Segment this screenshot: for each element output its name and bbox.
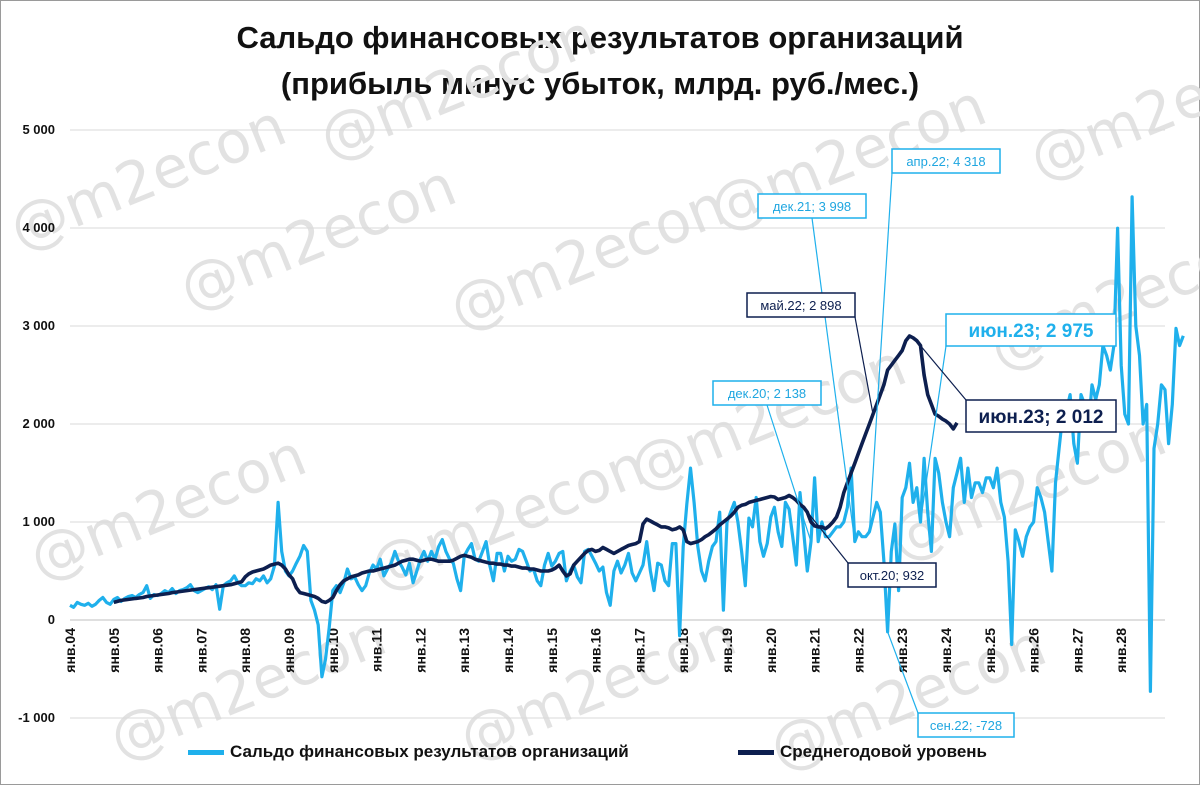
annotation-leader xyxy=(919,345,947,523)
annotation-leader xyxy=(766,404,812,542)
chart-title-line2: (прибыль минус убыток, млрд. руб./мес.) xyxy=(280,66,920,101)
x-tick-label: янв.04 xyxy=(62,628,78,673)
x-tick-label: янв.26 xyxy=(1026,628,1042,673)
legend-item-series1: Сальдо финансовых результатов организаци… xyxy=(188,742,629,762)
x-tick-label: янв.18 xyxy=(675,628,691,673)
x-tick-label: янв.07 xyxy=(193,628,209,673)
legend-swatch-series1 xyxy=(188,749,224,755)
annotation-box xyxy=(712,380,822,406)
legend-swatch-series2 xyxy=(738,749,774,755)
watermark-text: @m2econ xyxy=(440,171,735,343)
annotation-box xyxy=(757,193,867,219)
annotation-label: окт.20; 932 xyxy=(860,568,925,583)
annotation-box xyxy=(891,148,1001,174)
y-tick-label: -1 000 xyxy=(18,710,55,725)
annotation-label: дек.21; 3 998 xyxy=(773,199,851,214)
watermark-text: @m2econ xyxy=(360,431,655,603)
annotation-leader xyxy=(811,217,856,542)
watermark-text: @m2econ xyxy=(1020,21,1200,193)
x-tick-label: янв.11 xyxy=(369,628,385,672)
x-tick-label: янв.28 xyxy=(1113,628,1129,673)
watermark-text: @m2econ xyxy=(310,1,605,173)
x-tick-label: янв.13 xyxy=(456,628,472,673)
series-line-1 xyxy=(69,195,1185,693)
legend-label-series1: Сальдо финансовых результатов организаци… xyxy=(230,742,629,761)
watermark-text: @m2econ xyxy=(980,211,1200,383)
x-tick-label: янв.12 xyxy=(412,628,428,673)
x-tick-label: янв.21 xyxy=(807,628,823,673)
y-tick-label: 0 xyxy=(48,612,55,627)
x-tick-label: янв.17 xyxy=(631,628,647,673)
x-tick-label: янв.27 xyxy=(1069,628,1085,673)
annotation-label: июн.23; 2 012 xyxy=(979,407,1104,428)
annotation-label: сен.22; -728 xyxy=(930,718,1002,733)
x-tick-label: янв.15 xyxy=(544,628,560,673)
annotation-leader xyxy=(887,631,919,714)
x-tick-label: янв.14 xyxy=(500,628,516,673)
y-tick-label: 3 000 xyxy=(22,318,55,333)
x-tick-label: янв.23 xyxy=(894,628,910,673)
annotation-leader xyxy=(868,172,893,532)
annotation-box xyxy=(965,399,1117,433)
x-tick-label: янв.20 xyxy=(763,628,779,673)
y-tick-label: 5 000 xyxy=(22,122,55,137)
x-tick-label: янв.05 xyxy=(106,628,122,673)
annotation-box xyxy=(945,313,1117,347)
x-tick-label: янв.24 xyxy=(938,628,954,673)
annotation-box xyxy=(847,562,937,588)
annotation-leader xyxy=(803,506,849,564)
watermark-text: @m2econ xyxy=(20,421,315,593)
x-tick-label: янв.09 xyxy=(281,628,297,673)
series-line-2 xyxy=(113,334,959,605)
annotation-label: апр.22; 4 318 xyxy=(906,154,985,169)
annotation-leader xyxy=(919,345,967,401)
y-tick-label: 2 000 xyxy=(22,416,55,431)
x-tick-label: янв.16 xyxy=(588,628,604,673)
legend-label-series2: Среднегодовой уровень xyxy=(780,742,988,761)
x-tick-label: янв.25 xyxy=(982,628,998,673)
x-tick-label: янв.22 xyxy=(850,628,866,673)
annotation-leader xyxy=(854,316,874,415)
legend-item-series2: Среднегодовой уровень xyxy=(738,742,987,762)
y-tick-label: 1 000 xyxy=(22,514,55,529)
x-tick-label: янв.19 xyxy=(719,628,735,673)
x-tick-label: янв.06 xyxy=(150,628,166,673)
annotation-box xyxy=(746,292,856,318)
y-tick-label: 4 000 xyxy=(22,220,55,235)
annotation-label: май.22; 2 898 xyxy=(760,298,841,313)
x-tick-label: янв.08 xyxy=(237,628,253,673)
chart-title-line1: Сальдо финансовых результатов организаци… xyxy=(236,20,964,55)
annotation-box xyxy=(917,712,1015,738)
annotation-label: дек.20; 2 138 xyxy=(728,386,806,401)
annotation-label: июн.23; 2 975 xyxy=(969,321,1094,342)
